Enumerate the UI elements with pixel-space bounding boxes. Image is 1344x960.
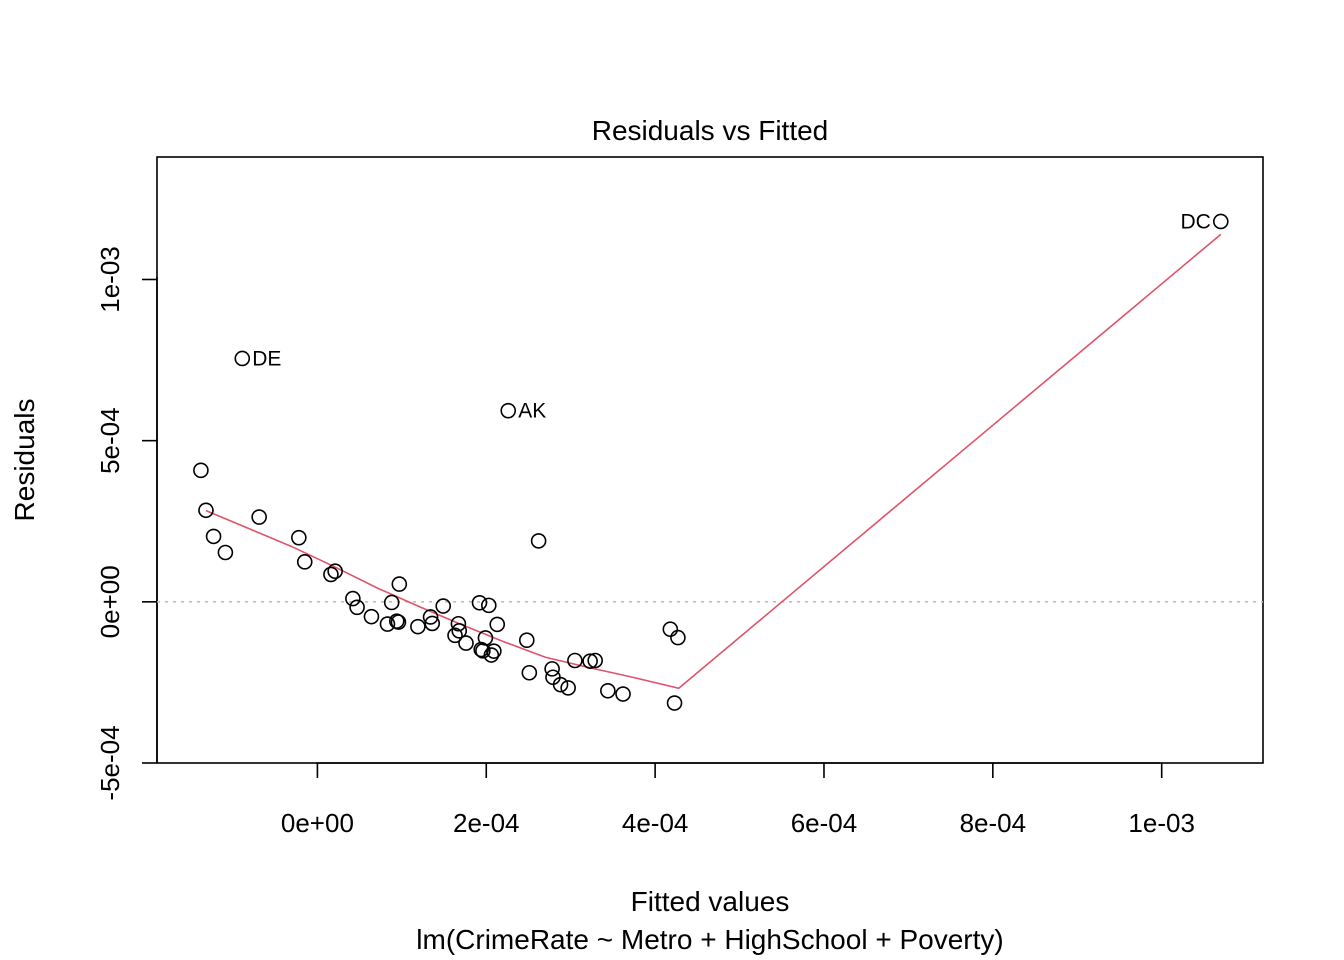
residual-point — [1212, 213, 1229, 230]
residual-point — [615, 686, 631, 702]
residual-point — [544, 661, 560, 677]
y-tick-label: 0e+00 — [95, 565, 125, 638]
residual-point — [291, 529, 307, 546]
residual-point — [480, 597, 497, 614]
residual-point — [530, 533, 547, 549]
x-axis-title: Fitted values — [631, 886, 790, 917]
residual-point — [587, 652, 603, 669]
point-labels: DC DE AK — [252, 210, 1211, 422]
residual-point — [217, 544, 234, 561]
residual-point — [205, 528, 222, 545]
residual-point — [363, 608, 380, 625]
point-label-de: DE — [252, 347, 281, 370]
residual-point — [349, 599, 365, 616]
residual-point — [390, 614, 407, 630]
x-axis-ticks: 0e+00 2e-04 4e-04 6e-04 8e-04 1e-03 — [281, 763, 1195, 838]
residual-point — [458, 635, 474, 651]
residual-point — [447, 627, 463, 644]
residual-point — [198, 502, 214, 519]
x-tick-label: 4e-04 — [622, 808, 689, 838]
residual-point — [451, 623, 468, 639]
residual-point — [521, 664, 538, 681]
point-label-ak: AK — [518, 400, 546, 423]
x-tick-label: 6e-04 — [791, 808, 858, 838]
residual-point — [486, 643, 502, 659]
x-tick-label: 8e-04 — [960, 808, 1027, 838]
residual-point — [560, 680, 576, 696]
y-tick-label: 1e-03 — [95, 246, 125, 313]
residual-point — [477, 630, 494, 646]
residual-point — [500, 402, 517, 419]
residual-point — [422, 609, 439, 625]
residual-point — [450, 615, 467, 632]
residual-point — [379, 616, 396, 632]
y-tick-label: 5e-04 — [95, 407, 125, 474]
residual-point — [489, 616, 506, 633]
residual-point — [193, 462, 209, 479]
residual-point — [234, 350, 251, 367]
residual-point — [383, 594, 400, 611]
residual-point — [600, 682, 616, 699]
residual-point — [518, 632, 535, 648]
residual-point — [424, 615, 441, 632]
residual-point — [296, 554, 313, 570]
residual-point — [323, 566, 339, 583]
residual-point — [345, 590, 361, 607]
residual-point — [670, 629, 686, 646]
residual-point — [251, 509, 267, 525]
y-axis-ticks: -5e-04 0e+00 5e-04 1e-03 — [95, 246, 157, 801]
residual-point — [666, 695, 683, 711]
residual-point — [483, 647, 500, 663]
residual-point — [410, 618, 426, 635]
x-tick-label: 1e-03 — [1128, 808, 1195, 838]
residual-point — [552, 676, 569, 693]
residual-point — [567, 652, 583, 669]
chart-title: Residuals vs Fitted — [592, 115, 829, 146]
point-label-dc: DC — [1180, 210, 1210, 233]
y-tick-label: -5e-04 — [95, 725, 125, 800]
residual-points — [193, 213, 1229, 711]
residual-point — [327, 563, 343, 580]
y-axis-title: Residuals — [9, 399, 40, 522]
residual-point — [582, 653, 598, 669]
residual-point — [391, 576, 408, 592]
model-formula-subtitle: lm(CrimeRate ~ Metro + HighSchool + Pove… — [416, 924, 1003, 955]
residual-point — [471, 594, 488, 611]
x-tick-label: 2e-04 — [453, 808, 520, 838]
x-tick-label: 0e+00 — [281, 808, 354, 838]
residual-point — [435, 598, 452, 614]
